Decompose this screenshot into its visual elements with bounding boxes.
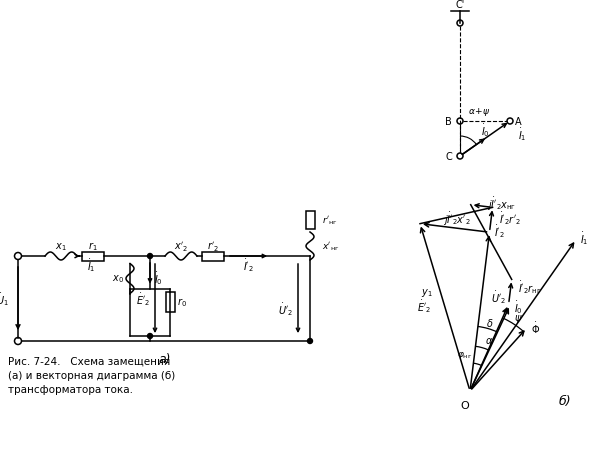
Text: $y_1$: $y_1$ [421,287,433,299]
Text: $r'_2$: $r'_2$ [207,240,219,253]
Text: $\dot{I}'_2 r_{\rm нг}$: $\dot{I}'_2 r_{\rm нг}$ [517,279,541,295]
Text: $\dot{E}'_2$: $\dot{E}'_2$ [417,297,431,314]
Text: A: A [515,117,522,127]
Text: $\delta$: $\delta$ [486,316,494,328]
Text: $\dot{I}_1$: $\dot{I}_1$ [580,230,588,246]
Text: B: B [445,117,452,127]
Circle shape [147,254,153,259]
Text: C: C [445,152,452,161]
Text: $\dot{I}'_2 r'_2$: $\dot{I}'_2 r'_2$ [498,210,521,227]
Text: $\dot{\Phi}$: $\dot{\Phi}$ [531,321,540,336]
Text: $j\dot{I}'_2 x_{\rm нг}$: $j\dot{I}'_2 x_{\rm нг}$ [487,195,516,212]
Text: $\varphi_{\rm нг}$: $\varphi_{\rm нг}$ [457,349,472,360]
Text: $x_0$: $x_0$ [112,273,124,285]
Text: $j\dot{I}'_2 x'_2$: $j\dot{I}'_2 x'_2$ [443,211,471,228]
Text: $x_1$: $x_1$ [55,240,67,253]
Text: б): б) [559,395,571,408]
Circle shape [147,334,153,339]
Bar [82,252,104,261]
Text: Рис. 7-24.   Схема замещения
(а) и векторная диаграмма (б)
трансформатора тока.: Рис. 7-24. Схема замещения (а) и векторн… [8,356,175,394]
Text: $\dot{E}'_2$: $\dot{E}'_2$ [136,290,150,307]
Text: $\psi$: $\psi$ [514,312,523,324]
Text: $r_1$: $r_1$ [88,240,98,253]
Text: $\alpha$: $\alpha$ [485,335,493,345]
Text: $\alpha\!+\!\psi$: $\alpha\!+\!\psi$ [468,106,490,118]
Text: $x'_2$: $x'_2$ [174,240,188,253]
Text: C': C' [455,0,465,10]
Text: $r'_{\rm нг}$: $r'_{\rm нг}$ [322,214,337,227]
Bar [166,292,175,312]
Text: $\dot{I}_0$: $\dot{I}_0$ [481,122,490,139]
Text: $\dot{I}_0$: $\dot{I}_0$ [514,299,523,316]
Text: $\dot{U}'_2$: $\dot{U}'_2$ [278,300,293,317]
Text: $\dot{I}_1$: $\dot{I}_1$ [86,257,95,274]
Text: $\dot{U}_1$: $\dot{U}_1$ [0,290,9,307]
Text: $\dot{U}'_2$: $\dot{U}'_2$ [491,288,506,305]
Text: $r_0$: $r_0$ [177,295,187,308]
Text: $x'_{\rm нг}$: $x'_{\rm нг}$ [322,240,339,253]
Text: $\dot{I}_1$: $\dot{I}_1$ [518,126,527,143]
Text: $\dot{I}'_2$: $\dot{I}'_2$ [243,257,254,274]
Text: а): а) [159,353,171,366]
Bar [202,252,224,261]
Circle shape [307,339,313,344]
Text: $\dot{I}_0$: $\dot{I}_0$ [153,270,162,287]
Text: O: O [461,400,469,410]
Bar [305,212,314,230]
Text: $\dot{I}'_2$: $\dot{I}'_2$ [494,222,506,239]
